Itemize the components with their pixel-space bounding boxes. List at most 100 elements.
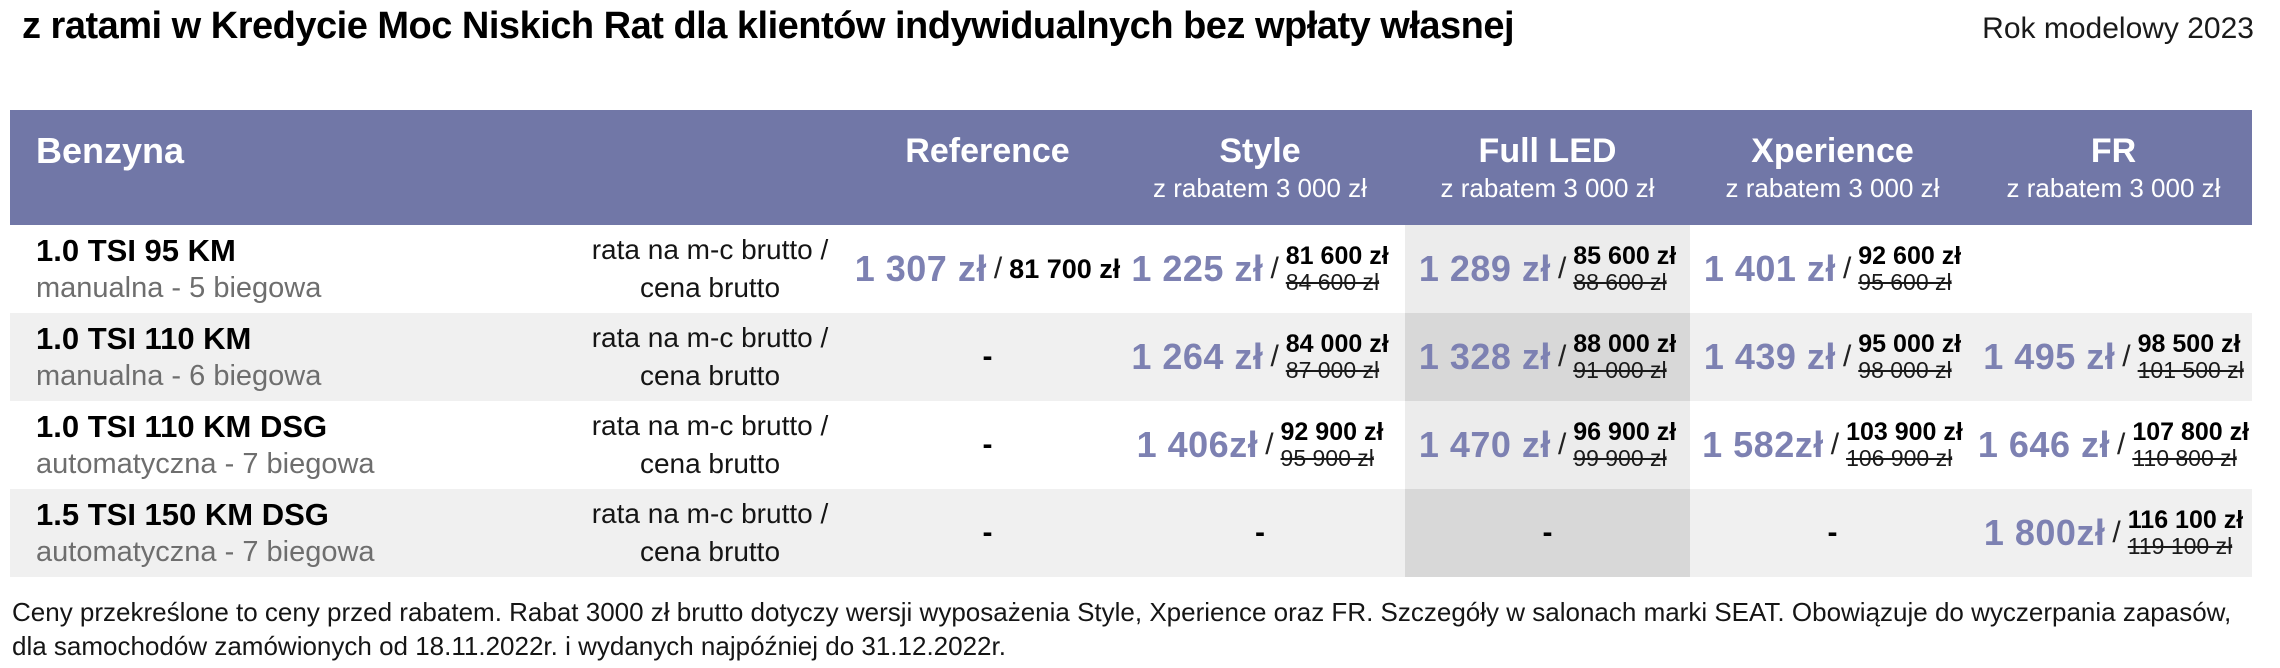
rate-label-cell: rata na m-c brutto / cena brutto <box>560 489 860 577</box>
column-header-style: Style z rabatem 3 000 zł <box>1115 110 1405 225</box>
price-table: Benzyna Reference Style z rabatem 3 000 … <box>10 110 2252 577</box>
monthly-rate: 1 307 zł <box>854 248 987 289</box>
engine-name: 1.0 TSI 95 KM <box>36 233 236 269</box>
discounted-price: 98 500 zł <box>2137 330 2241 359</box>
old-price-strikethrough: 87 000 zł <box>1285 357 1380 384</box>
no-offer-dash: - <box>982 516 993 549</box>
column-header-empty <box>560 110 860 225</box>
price-cell-xperience: 1 439 zł / 95 000 zł 98 000 zł <box>1690 313 1975 401</box>
monthly-rate: 1 470 zł <box>1418 424 1551 465</box>
price-cell-fr: 1 800zł / 116 100 zł 119 100 zł <box>1975 489 2252 577</box>
slash-separator: / <box>1265 428 1274 461</box>
discounted-price: 85 600 zł <box>1573 242 1677 271</box>
model-cell: 1.0 TSI 110 KM DSG automatyczna - 7 bieg… <box>10 401 560 489</box>
trim-name: Reference <box>905 131 1070 170</box>
discounted-price: 107 800 zł <box>2132 418 2250 447</box>
column-header-fr: FR z rabatem 3 000 zł <box>1975 110 2252 225</box>
trim-subtitle: z rabatem 3 000 zł <box>2006 172 2221 203</box>
footnote: Ceny przekreślone to ceny przed rabatem.… <box>12 597 2232 661</box>
price-stack: 116 100 zł 119 100 zł <box>2128 506 2243 560</box>
price-cell-xperience: 1 401 zł / 92 600 zł 95 600 zł <box>1690 225 1975 313</box>
trim-name: Style <box>1219 131 1301 170</box>
price-stack: 107 800 zł 110 800 zł <box>2132 418 2249 472</box>
price-cell-style: 1 264 zł / 84 000 zł 87 000 zł <box>1115 313 1405 401</box>
trim-name: FR <box>2090 131 2137 170</box>
trim-subtitle: z rabatem 3 000 zł <box>1440 172 1655 203</box>
slash-separator: / <box>1270 340 1279 373</box>
rate-label-line1: rata na m-c brutto / <box>591 410 829 442</box>
no-offer-cell-reference: - <box>860 489 1115 577</box>
old-price-strikethrough: 119 100 zł <box>2127 533 2233 560</box>
price-stack: 85 600 zł 88 600 zł <box>1573 242 1676 296</box>
fuel-header-label: Benzyna <box>36 129 185 171</box>
slash-separator: / <box>1842 340 1852 373</box>
old-price-strikethrough: 84 600 zł <box>1285 269 1380 296</box>
price-stack: 98 500 zł 101 500 zł <box>2138 330 2244 384</box>
monthly-rate: 1 328 zł <box>1418 336 1551 377</box>
old-price-strikethrough: 95 600 zł <box>1858 269 1952 296</box>
slash-separator: / <box>1557 428 1567 461</box>
price-stack: 81 600 zł 84 600 zł <box>1286 242 1389 296</box>
slash-separator: / <box>2122 340 2131 373</box>
slash-separator: / <box>993 252 1003 285</box>
slash-separator: / <box>1557 252 1567 285</box>
old-price-strikethrough: 91 000 zł <box>1573 357 1667 384</box>
engine-name: 1.0 TSI 110 KM DSG <box>36 409 328 445</box>
slash-separator: / <box>1842 252 1852 285</box>
old-price-strikethrough: 106 900 zł <box>1846 445 1953 472</box>
rate-label-cell: rata na m-c brutto / cena brutto <box>560 313 860 401</box>
monthly-rate: 1 582zł <box>1702 424 1824 465</box>
rate-label-line1: rata na m-c brutto / <box>591 498 829 530</box>
monthly-rate: 1 264 zł <box>1131 336 1264 377</box>
slash-separator: / <box>2112 516 2121 549</box>
no-offer-dash: - <box>1827 516 1838 549</box>
trim-name: Xperience <box>1751 131 1914 170</box>
empty-cell-fr <box>1975 225 2252 313</box>
discounted-price: 88 000 zł <box>1573 330 1677 359</box>
column-header-xperience: Xperience z rabatem 3 000 zł <box>1690 110 1975 225</box>
table-row: 1.0 TSI 110 KM DSG automatyczna - 7 bieg… <box>10 401 2252 489</box>
price-stack: 88 000 zł 91 000 zł <box>1573 330 1676 384</box>
discounted-price: 92 600 zł <box>1858 242 1962 271</box>
rate-label-line2: cena brutto <box>639 360 781 391</box>
slash-separator: / <box>1270 252 1279 285</box>
table-row: 1.5 TSI 150 KM DSG automatyczna - 7 bieg… <box>10 489 2252 577</box>
old-price-strikethrough: 98 000 zł <box>1858 357 1952 384</box>
price-cell-full-led: 1 328 zł / 88 000 zł 91 000 zł <box>1405 313 1690 401</box>
table-row: 1.0 TSI 110 KM manualna - 6 biegowa rata… <box>10 313 2252 401</box>
price-cell-xperience: 1 582zł / 103 900 zł 106 900 zł <box>1690 401 1975 489</box>
old-price-strikethrough: 110 800 zł <box>2132 445 2237 472</box>
column-header-fuel: Benzyna <box>10 110 560 225</box>
price-stack: 92 900 zł 95 900 zł <box>1281 418 1384 472</box>
trim-subtitle: z rabatem 3 000 zł <box>1153 172 1367 203</box>
column-header-reference: Reference <box>860 110 1115 225</box>
table-header-row: Benzyna Reference Style z rabatem 3 000 … <box>10 110 2252 225</box>
rate-label-line2: cena brutto <box>639 536 781 567</box>
slash-separator: / <box>1830 428 1840 461</box>
price-stack: 103 900 zł 106 900 zł <box>1846 418 1963 472</box>
monthly-rate: 1 401 zł <box>1703 248 1836 289</box>
rate-label-line1: rata na m-c brutto / <box>591 234 829 266</box>
rate-label-line1: rata na m-c brutto / <box>591 322 829 354</box>
price-cell-full-led: 1 289 zł / 85 600 zł 88 600 zł <box>1405 225 1690 313</box>
price: 81 700 zł <box>1009 253 1121 284</box>
rate-label-line2: cena brutto <box>639 448 781 479</box>
old-price-strikethrough: 88 600 zł <box>1573 269 1667 296</box>
price-stack: 96 900 zł 99 900 zł <box>1573 418 1676 472</box>
no-offer-dash: - <box>982 340 993 373</box>
no-offer-dash: - <box>1542 516 1553 549</box>
price-cell-reference: 1 307 zł / 81 700 zł <box>855 225 1121 313</box>
trim-subtitle: z rabatem 3 000 zł <box>1725 172 1940 203</box>
no-offer-cell-style: - <box>1115 489 1405 577</box>
no-offer-cell-reference: - <box>860 313 1115 401</box>
discounted-price: 84 000 zł <box>1285 330 1389 359</box>
no-offer-cell-reference: - <box>860 401 1115 489</box>
discounted-price: 95 000 zł <box>1858 330 1962 359</box>
price-cell-fr: 1 495 zł / 98 500 zł 101 500 zł <box>1975 313 2252 401</box>
page-title: z ratami w Kredycie Moc Niskich Rat dla … <box>22 5 1515 47</box>
discounted-price: 96 900 zł <box>1573 418 1677 447</box>
old-price-strikethrough: 99 900 zł <box>1573 445 1667 472</box>
no-offer-cell-xperience: - <box>1690 489 1975 577</box>
rate-label-line2: cena brutto <box>639 272 781 303</box>
rate-label-cell: rata na m-c brutto / cena brutto <box>560 401 860 489</box>
